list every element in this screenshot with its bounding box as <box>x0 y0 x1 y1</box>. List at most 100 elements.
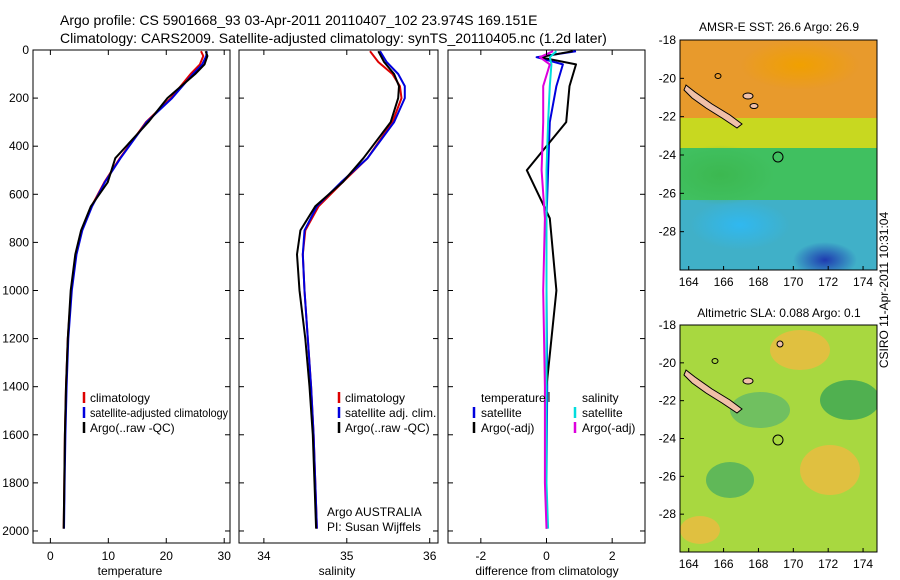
series-line-argo-raw-qc <box>296 50 400 529</box>
y-tick-label: 0 <box>22 43 29 57</box>
y-tick-label: 200 <box>9 91 29 105</box>
title-line-2: Climatology: CARS2009. Satellite-adjuste… <box>60 30 607 46</box>
x-tick-label: 0 <box>47 549 54 563</box>
y-tick-label: -26 <box>659 186 677 200</box>
sla-map <box>680 325 877 552</box>
y-tick-label: 1800 <box>2 476 29 490</box>
y-tick-label: -24 <box>659 432 677 446</box>
island-shape <box>711 358 719 364</box>
argo-float-marker <box>772 151 784 163</box>
x-tick-label: 170 <box>783 557 803 571</box>
x-tick-label: 174 <box>853 275 873 289</box>
float-owner-annotation: Argo AUSTRALIA <box>327 505 422 519</box>
sla-low-patch <box>706 462 754 498</box>
y-tick-label: 1400 <box>2 380 29 394</box>
x-tick-label: 166 <box>714 275 734 289</box>
x-tick-label: 36 <box>423 549 437 563</box>
sst-map-axes: 164 166 168 170 172 174 -28 -26 -24 -22 -20 -18 <box>659 33 874 289</box>
island-shape <box>714 73 722 79</box>
salinity-panel <box>238 49 439 544</box>
island-shape <box>776 340 784 348</box>
y-tick-label: -22 <box>659 110 677 124</box>
legend-label-argo: Argo(..raw -QC) <box>345 421 430 435</box>
temperature-panel <box>32 49 231 544</box>
y-tick-label: -28 <box>659 225 677 239</box>
legend-label-climatology: climatology <box>345 391 405 405</box>
argo-float-marker <box>772 434 784 446</box>
x-tick-label: 20 <box>160 549 174 563</box>
x-tick-label: 168 <box>748 557 768 571</box>
series-line-salinity-satellite <box>545 50 558 529</box>
legend-label-temp-argo: Argo(-adj) <box>481 421 534 435</box>
sst-green-patch <box>680 145 775 205</box>
x-tick-label: 172 <box>818 275 838 289</box>
legend-label-sal-argo: Argo(-adj) <box>582 421 635 435</box>
y-tick-label: -20 <box>659 356 677 370</box>
series-line-salinity-argo-adj <box>538 50 554 529</box>
y-tick-label: -26 <box>659 469 677 483</box>
island-shape <box>749 103 759 109</box>
sla-high-patch <box>770 330 830 370</box>
x-tick-label: 174 <box>853 557 873 571</box>
legend-label-satellite-adj: satellite adj. clim. <box>345 406 436 420</box>
sla-low-patch <box>820 380 877 420</box>
y-tick-label: -20 <box>659 71 677 85</box>
float-pi-annotation: PI: Susan Wijffels <box>327 520 421 534</box>
y-tick-label: -18 <box>659 318 677 332</box>
sst-cyan-patch <box>690 200 790 250</box>
salinity-plot: 34 35 36 <box>239 49 438 563</box>
temperature-plot: 0 10 20 30 0 200 400 600 800 1000 1200 1400 1600 1800… <box>2 43 231 563</box>
sst-map <box>680 40 877 270</box>
y-tick-label: 1600 <box>2 428 29 442</box>
legend-label-argo: Argo(..raw -QC) <box>90 421 175 435</box>
y-tick-label: 1200 <box>2 332 29 346</box>
x-tick-label: 2 <box>609 549 616 563</box>
x-tick-label: 164 <box>679 557 699 571</box>
temperature-x-label: temperature <box>98 564 163 578</box>
difference-plot: -2 0 2 <box>448 49 645 563</box>
salinity-legend: climatology satellite adj. clim. Argo(..… <box>337 391 436 435</box>
legend-label-satellite-adjusted: satellite-adjusted climatology <box>90 406 228 420</box>
series-line-argo-raw-qc <box>62 50 209 529</box>
temperature-legend: climatology satellite-adjusted climatolo… <box>82 391 228 435</box>
loyalty-islands <box>742 92 754 100</box>
sst-warm-patch <box>740 40 860 90</box>
y-tick-label: 800 <box>9 235 29 249</box>
new-caledonia-land <box>683 369 743 414</box>
difference-legend: temperature salinity satellite Argo(-adj… <box>472 391 635 435</box>
legend-header-temperature: temperature <box>481 391 546 405</box>
x-tick-label: 166 <box>714 557 734 571</box>
legend-label-climatology: climatology <box>90 391 150 405</box>
sla-high-patch <box>800 445 860 495</box>
new-caledonia-land <box>683 84 743 129</box>
series-line-satellite-adj-clim <box>301 50 406 529</box>
y-tick-label: 1000 <box>2 283 29 297</box>
y-tick-label: -22 <box>659 394 677 408</box>
y-tick-label: -24 <box>659 148 677 162</box>
sla-low-patch <box>730 392 790 428</box>
x-tick-label: -2 <box>475 549 486 563</box>
sst-cold-patch <box>793 242 857 270</box>
x-tick-label: 170 <box>783 275 803 289</box>
y-tick-label: 2000 <box>2 524 29 538</box>
y-tick-label: -18 <box>659 33 677 47</box>
salinity-x-label: salinity <box>319 564 356 578</box>
legend-header-salinity: salinity <box>582 391 619 405</box>
y-tick-label: 600 <box>9 187 29 201</box>
difference-x-label: difference from climatology <box>475 564 618 578</box>
loyalty-islands <box>742 377 754 385</box>
sst-map-title: AMSR-E SST: 26.6 Argo: 26.9 <box>699 20 859 34</box>
sla-map-axes: 164 166 168 170 172 174 -28 -26 -24 -22 -20 -18 <box>659 318 874 571</box>
x-tick-label: 35 <box>340 549 354 563</box>
credit-text: CSIRO 11-Apr-2011 10:31:04 <box>877 211 891 369</box>
x-tick-label: 172 <box>818 557 838 571</box>
title-line-1: Argo profile: CS 5901668_93 03-Apr-2011 … <box>60 12 537 28</box>
legend-label-temp-satellite: satellite <box>481 406 522 420</box>
sla-high-patch <box>680 516 720 544</box>
sla-map-title: Altimetric SLA: 0.088 Argo: 0.1 <box>697 306 861 320</box>
x-tick-label: 34 <box>257 549 271 563</box>
x-tick-label: 0 <box>543 549 550 563</box>
x-tick-label: 30 <box>218 549 232 563</box>
x-tick-label: 10 <box>102 549 116 563</box>
